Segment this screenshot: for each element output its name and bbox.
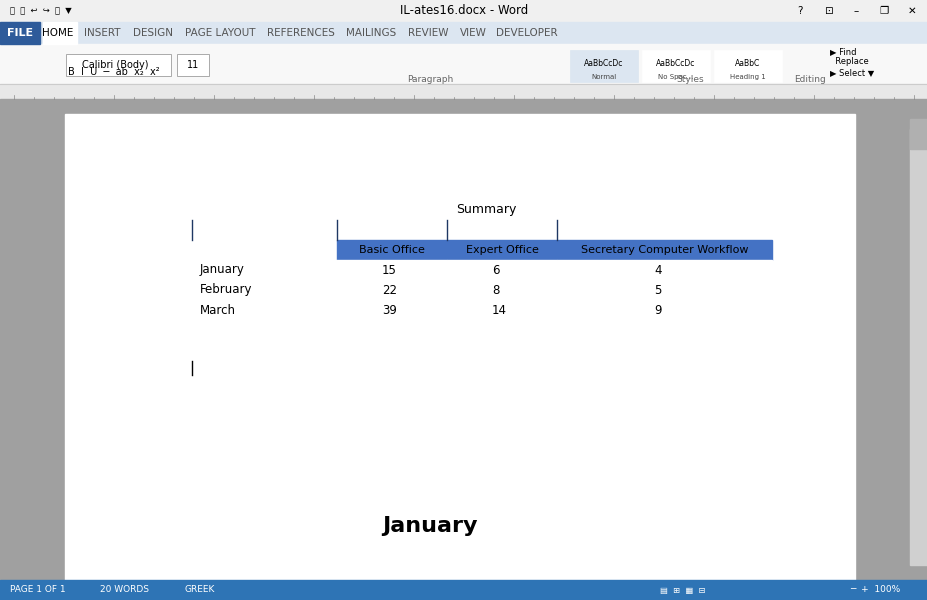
- Bar: [556, 300, 771, 320]
- Text: DEVELOPER: DEVELOPER: [496, 28, 557, 38]
- Bar: [0, 22, 927, 44]
- Bar: [0, 0, 927, 22]
- Text: 22: 22: [382, 283, 397, 296]
- Text: 8: 8: [491, 283, 499, 296]
- Text: HOME: HOME: [42, 28, 73, 38]
- Text: REVIEW: REVIEW: [408, 28, 449, 38]
- Bar: [0, 580, 927, 600]
- Text: AaBbC: AaBbC: [734, 59, 760, 68]
- Bar: [556, 260, 771, 280]
- Text: ▤  ⊞  ▦  ⊟: ▤ ⊞ ▦ ⊟: [659, 586, 705, 595]
- Text: AaBbCcDc: AaBbCcDc: [584, 59, 623, 68]
- Bar: [192, 483, 667, 578]
- Text: 💾  🖫  ↩  ↪  🔗  ▼: 💾 🖫 ↩ ↪ 🔗 ▼: [10, 7, 71, 16]
- Text: March: March: [200, 304, 235, 317]
- Bar: [447, 260, 556, 280]
- Bar: [192, 200, 780, 220]
- Text: ?: ?: [796, 6, 802, 16]
- Bar: [337, 280, 447, 300]
- Bar: [337, 260, 447, 280]
- Text: 11: 11: [186, 60, 199, 70]
- Text: Calibri (Body): Calibri (Body): [82, 60, 148, 70]
- Bar: [43, 22, 77, 44]
- Bar: [192, 260, 337, 280]
- Bar: [0, 22, 40, 44]
- Text: VIEW: VIEW: [460, 28, 487, 38]
- Text: REFERENCES: REFERENCES: [266, 28, 334, 38]
- Text: PAGE 1 OF 1: PAGE 1 OF 1: [10, 586, 66, 595]
- Text: ⊡: ⊡: [823, 6, 832, 16]
- Text: ─  +  100%: ─ + 100%: [849, 586, 899, 595]
- Bar: [447, 280, 556, 300]
- Text: 5: 5: [654, 283, 661, 296]
- Text: IL-ates16.docx - Word: IL-ates16.docx - Word: [400, 4, 527, 17]
- Text: Heading 1: Heading 1: [730, 74, 765, 80]
- Bar: [192, 240, 337, 260]
- FancyBboxPatch shape: [177, 54, 209, 76]
- Bar: [337, 240, 447, 260]
- Text: Normal: Normal: [590, 74, 616, 80]
- Text: February: February: [200, 283, 252, 296]
- Bar: [192, 220, 780, 240]
- Text: AaBbCcDc: AaBbCcDc: [655, 59, 695, 68]
- Bar: [909, 119, 927, 149]
- Text: Summary: Summary: [455, 203, 515, 217]
- Text: GREEK: GREEK: [184, 586, 215, 595]
- Text: No Spac...: No Spac...: [657, 74, 693, 80]
- Text: Paragraph: Paragraph: [406, 74, 452, 83]
- Bar: [192, 280, 337, 300]
- Text: FILE: FILE: [6, 28, 33, 38]
- Text: ✕: ✕: [907, 6, 915, 16]
- Text: ▶ Find
  Replace
▶ Select ▼: ▶ Find Replace ▶ Select ▼: [829, 47, 873, 77]
- Bar: [909, 129, 927, 565]
- Text: 39: 39: [382, 304, 397, 317]
- Bar: [713, 50, 781, 82]
- Text: DESIGN: DESIGN: [133, 28, 173, 38]
- Text: 20 WORDS: 20 WORDS: [100, 586, 149, 595]
- Bar: [569, 50, 638, 82]
- Text: –: –: [853, 6, 857, 16]
- Text: Expert Office: Expert Office: [465, 245, 538, 255]
- Text: B  I  U  ─  ab  x₂  x²: B I U ─ ab x₂ x²: [68, 67, 159, 77]
- Text: INSERT: INSERT: [83, 28, 121, 38]
- Text: 6: 6: [491, 263, 499, 277]
- Text: January: January: [381, 515, 476, 535]
- Text: January: January: [200, 263, 245, 277]
- Text: 4: 4: [654, 263, 661, 277]
- Bar: [556, 280, 771, 300]
- Bar: [556, 240, 771, 260]
- Text: Secretary Computer Workflow: Secretary Computer Workflow: [580, 245, 747, 255]
- Bar: [447, 300, 556, 320]
- Bar: [65, 114, 854, 580]
- Bar: [0, 99, 927, 600]
- Bar: [641, 50, 709, 82]
- Text: PAGE LAYOUT: PAGE LAYOUT: [184, 28, 255, 38]
- Text: Editing: Editing: [794, 74, 825, 83]
- Bar: [447, 240, 556, 260]
- Text: MAILINGS: MAILINGS: [346, 28, 396, 38]
- Text: 9: 9: [654, 304, 661, 317]
- Text: Styles: Styles: [676, 74, 703, 83]
- Bar: [192, 300, 337, 320]
- Text: 14: 14: [491, 304, 506, 317]
- Text: 15: 15: [382, 263, 397, 277]
- FancyBboxPatch shape: [66, 54, 171, 76]
- Text: ❐: ❐: [879, 6, 888, 16]
- Bar: [337, 300, 447, 320]
- Bar: [0, 44, 927, 84]
- Bar: [0, 84, 927, 99]
- Text: Basic Office: Basic Office: [359, 245, 425, 255]
